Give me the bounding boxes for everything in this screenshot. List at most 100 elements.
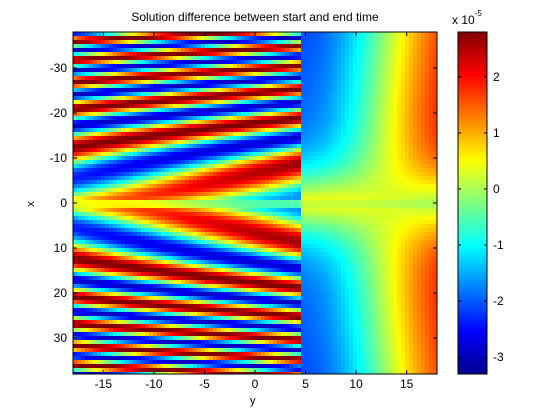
heatmap-cell: [157, 40, 162, 45]
heatmap-cell: [109, 40, 114, 45]
heatmap-cell: [353, 236, 358, 241]
heatmap-cell: [253, 104, 258, 109]
heatmap-cell: [309, 44, 314, 49]
heatmap-cell: [345, 152, 350, 157]
heatmap-cell: [209, 32, 214, 37]
heatmap-cell: [121, 180, 126, 185]
heatmap-cell: [161, 220, 166, 225]
heatmap-cell: [293, 36, 298, 41]
heatmap-cell: [117, 196, 122, 201]
heatmap-cell: [173, 204, 178, 209]
heatmap-cell: [317, 152, 322, 157]
heatmap-cell: [209, 216, 214, 221]
heatmap-cell: [253, 88, 258, 93]
heatmap-cell: [201, 104, 206, 109]
heatmap-cell: [105, 132, 110, 137]
heatmap-cell: [309, 220, 314, 225]
heatmap-cell: [157, 244, 162, 249]
heatmap-cell: [101, 180, 106, 185]
heatmap-cell: [113, 204, 118, 209]
heatmap-cell: [205, 248, 210, 253]
heatmap-cell: [253, 168, 258, 173]
heatmap-cell: [269, 160, 274, 165]
heatmap-cell: [341, 80, 346, 85]
heatmap-cell: [129, 240, 134, 245]
heatmap-cell: [357, 48, 362, 53]
heatmap-cell: [337, 108, 342, 113]
heatmap-cell: [401, 164, 406, 169]
heatmap-cell: [409, 188, 414, 193]
heatmap-cell: [157, 108, 162, 113]
heatmap-cell: [257, 124, 262, 129]
heatmap-cell: [249, 168, 254, 173]
heatmap-cell: [381, 172, 386, 177]
heatmap-cell: [77, 244, 82, 249]
heatmap-cell: [109, 136, 114, 141]
heatmap-cell: [305, 124, 310, 129]
heatmap-cell: [73, 76, 78, 81]
heatmap-cell: [373, 180, 378, 185]
heatmap-cell: [101, 120, 106, 125]
heatmap-cell: [113, 184, 118, 189]
heatmap-cell: [193, 56, 198, 61]
heatmap-cell: [333, 216, 338, 221]
heatmap-cell: [317, 40, 322, 45]
heatmap-cell: [157, 128, 162, 133]
heatmap-cell: [141, 144, 146, 149]
heatmap-cell: [353, 60, 358, 65]
heatmap-cell: [77, 152, 82, 157]
heatmap-cell: [81, 140, 86, 145]
heatmap-cell: [201, 236, 206, 241]
heatmap-cell: [141, 108, 146, 113]
heatmap-cell: [193, 204, 198, 209]
heatmap-cell: [177, 124, 182, 129]
heatmap-cell: [353, 228, 358, 233]
heatmap-cell: [281, 188, 286, 193]
heatmap-cell: [97, 220, 102, 225]
heatmap-cell: [309, 36, 314, 41]
heatmap-cell: [333, 136, 338, 141]
heatmap-cell: [337, 164, 342, 169]
heatmap-cell: [285, 132, 290, 137]
heatmap-cell: [345, 156, 350, 161]
heatmap-cell: [217, 184, 222, 189]
heatmap-cell: [241, 112, 246, 117]
heatmap-cell: [245, 232, 250, 237]
heatmap-cell: [265, 208, 270, 213]
heatmap-cell: [289, 72, 294, 77]
heatmap-cell: [309, 152, 314, 157]
heatmap-cell: [369, 196, 374, 201]
heatmap-cell: [97, 48, 102, 53]
heatmap-cell: [377, 80, 382, 85]
heatmap-cell: [305, 152, 310, 157]
heatmap-cell: [301, 136, 306, 141]
heatmap-cell: [369, 136, 374, 141]
heatmap-cell: [217, 76, 222, 81]
heatmap-cell: [297, 176, 302, 181]
heatmap-cell: [237, 196, 242, 201]
heatmap-cell: [121, 228, 126, 233]
heatmap-cell: [329, 176, 334, 181]
heatmap-cell: [237, 120, 242, 125]
heatmap-cell: [373, 156, 378, 161]
heatmap-cell: [429, 52, 434, 57]
heatmap-cell: [113, 48, 118, 53]
heatmap-cell: [133, 80, 138, 85]
heatmap-cell: [93, 176, 98, 181]
heatmap-cell: [313, 52, 318, 57]
heatmap-cell: [301, 100, 306, 105]
heatmap-cell: [225, 140, 230, 145]
heatmap-cell: [365, 140, 370, 145]
heatmap-cell: [81, 184, 86, 189]
heatmap-cell: [201, 124, 206, 129]
heatmap-cell: [417, 244, 422, 249]
heatmap-cell: [377, 168, 382, 173]
heatmap-cell: [113, 68, 118, 73]
heatmap-cell: [413, 208, 418, 213]
heatmap-cell: [189, 64, 194, 69]
heatmap-cell: [105, 40, 110, 45]
heatmap-cell: [429, 136, 434, 141]
heatmap-cell: [181, 216, 186, 221]
heatmap-cell: [277, 48, 282, 53]
heatmap-cell: [173, 228, 178, 233]
